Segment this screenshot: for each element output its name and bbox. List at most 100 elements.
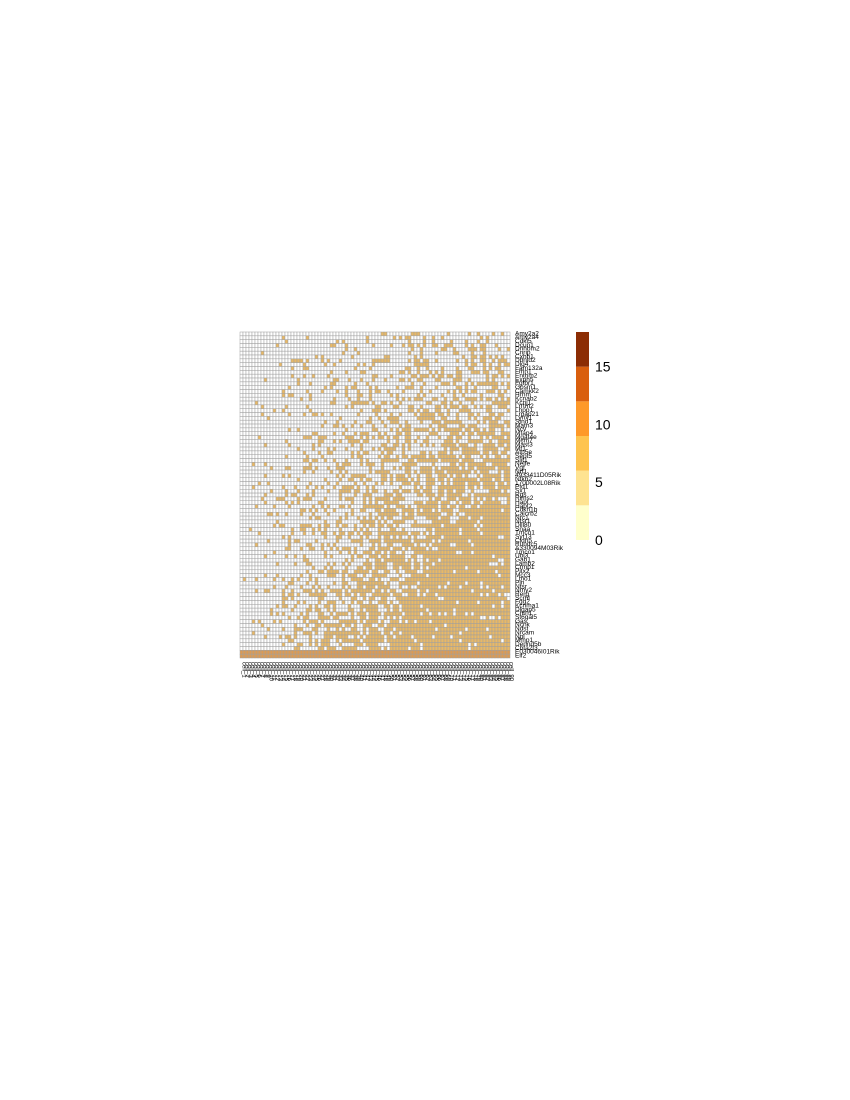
heatmap-cell bbox=[464, 362, 469, 367]
heatmap-cell bbox=[347, 542, 352, 548]
heatmap-cell bbox=[371, 535, 376, 540]
heatmap-cell bbox=[431, 419, 436, 425]
heatmap-cell bbox=[305, 531, 310, 536]
heatmap-cell bbox=[356, 354, 361, 360]
heatmap-cell bbox=[308, 354, 313, 360]
heatmap-cell bbox=[353, 450, 358, 455]
heatmap-cell bbox=[413, 370, 418, 375]
heatmap-cell bbox=[410, 385, 415, 390]
heatmap-cell bbox=[311, 531, 316, 536]
heatmap-cell bbox=[302, 381, 307, 386]
heatmap-cell bbox=[257, 542, 262, 548]
heatmap-cell bbox=[410, 396, 415, 402]
heatmap-cell bbox=[389, 489, 394, 494]
heatmap-cell bbox=[263, 473, 268, 479]
heatmap-cell bbox=[293, 446, 298, 452]
heatmap-cell bbox=[377, 535, 382, 540]
heatmap-cell bbox=[248, 469, 253, 475]
heatmap-cell bbox=[269, 377, 274, 383]
heatmap-cell bbox=[374, 427, 379, 432]
heatmap-cell bbox=[407, 500, 412, 505]
heatmap-cell bbox=[344, 496, 349, 502]
heatmap-cell bbox=[254, 519, 259, 525]
heatmap-cell bbox=[395, 347, 400, 352]
heatmap-cell bbox=[440, 343, 445, 348]
heatmap-cell bbox=[503, 343, 508, 348]
heatmap-cell bbox=[389, 366, 394, 371]
heatmap-cell bbox=[287, 446, 292, 452]
heatmap-cell bbox=[431, 400, 436, 406]
heatmap-cell bbox=[365, 366, 370, 371]
heatmap-cell bbox=[275, 419, 280, 425]
heatmap-cell bbox=[431, 465, 436, 471]
heatmap-cell bbox=[278, 366, 283, 371]
heatmap-cell bbox=[452, 347, 457, 352]
heatmap-cell bbox=[281, 508, 286, 513]
heatmap-cell bbox=[461, 393, 466, 398]
heatmap-cell bbox=[242, 531, 247, 536]
heatmap-cell bbox=[326, 343, 331, 348]
heatmap-cell bbox=[377, 485, 382, 490]
heatmap-cell bbox=[383, 508, 388, 513]
heatmap-cell bbox=[317, 450, 322, 455]
heatmap-cell bbox=[278, 427, 283, 432]
heatmap-cell bbox=[392, 477, 397, 482]
heatmap-cell bbox=[491, 504, 496, 509]
heatmap-cell bbox=[344, 331, 349, 337]
heatmap-cell bbox=[455, 481, 460, 486]
heatmap-cell bbox=[302, 519, 307, 525]
heatmap-cell bbox=[491, 531, 496, 536]
heatmap-cell bbox=[446, 408, 451, 413]
heatmap-cell bbox=[416, 400, 421, 406]
heatmap-cell bbox=[455, 350, 460, 356]
heatmap-cell bbox=[368, 500, 373, 505]
heatmap-cell bbox=[413, 477, 418, 482]
heatmap-cell bbox=[380, 373, 385, 379]
heatmap-cell bbox=[347, 492, 352, 498]
heatmap-cell bbox=[284, 450, 289, 455]
heatmap-cell bbox=[356, 431, 361, 436]
heatmap-cell bbox=[263, 400, 268, 406]
heatmap-cell bbox=[371, 431, 376, 436]
heatmap-cell bbox=[458, 377, 463, 383]
heatmap-cell bbox=[446, 465, 451, 471]
heatmap-cell bbox=[251, 339, 256, 344]
heatmap-cell bbox=[362, 431, 367, 436]
heatmap-cell bbox=[479, 519, 484, 525]
heatmap-cell bbox=[485, 496, 490, 502]
heatmap-cell bbox=[320, 408, 325, 413]
heatmap-cell bbox=[443, 538, 448, 544]
heatmap-cell bbox=[293, 439, 298, 444]
heatmap-cell bbox=[494, 408, 499, 413]
heatmap-cell bbox=[257, 481, 262, 486]
heatmap-cell bbox=[326, 350, 331, 356]
heatmap-cell bbox=[299, 508, 304, 513]
heatmap-cell bbox=[452, 362, 457, 367]
heatmap-cell bbox=[347, 373, 352, 379]
heatmap-cell bbox=[413, 358, 418, 363]
heatmap-cell bbox=[440, 404, 445, 409]
heatmap-cell bbox=[377, 512, 382, 517]
heatmap-cell bbox=[425, 454, 430, 459]
heatmap-cell bbox=[245, 366, 250, 371]
heatmap-cell bbox=[419, 427, 424, 432]
heatmap-cell bbox=[443, 431, 448, 436]
heatmap-cell bbox=[281, 339, 286, 344]
heatmap-cell bbox=[401, 496, 406, 502]
heatmap-cell bbox=[272, 377, 277, 383]
heatmap-cell bbox=[365, 331, 370, 337]
heatmap-cell bbox=[371, 454, 376, 459]
heatmap-cell bbox=[413, 454, 418, 459]
heatmap-cell bbox=[260, 331, 265, 337]
heatmap-cell bbox=[455, 477, 460, 482]
heatmap-cell bbox=[311, 446, 316, 452]
heatmap-cell bbox=[263, 396, 268, 402]
heatmap-cell bbox=[350, 473, 355, 479]
heatmap-cell bbox=[359, 504, 364, 509]
heatmap-cell bbox=[455, 381, 460, 386]
heatmap-cell bbox=[335, 416, 340, 421]
heatmap-cell bbox=[383, 419, 388, 425]
heatmap-cell bbox=[263, 535, 268, 540]
heatmap-cell bbox=[407, 396, 412, 402]
heatmap-cell bbox=[413, 446, 418, 452]
